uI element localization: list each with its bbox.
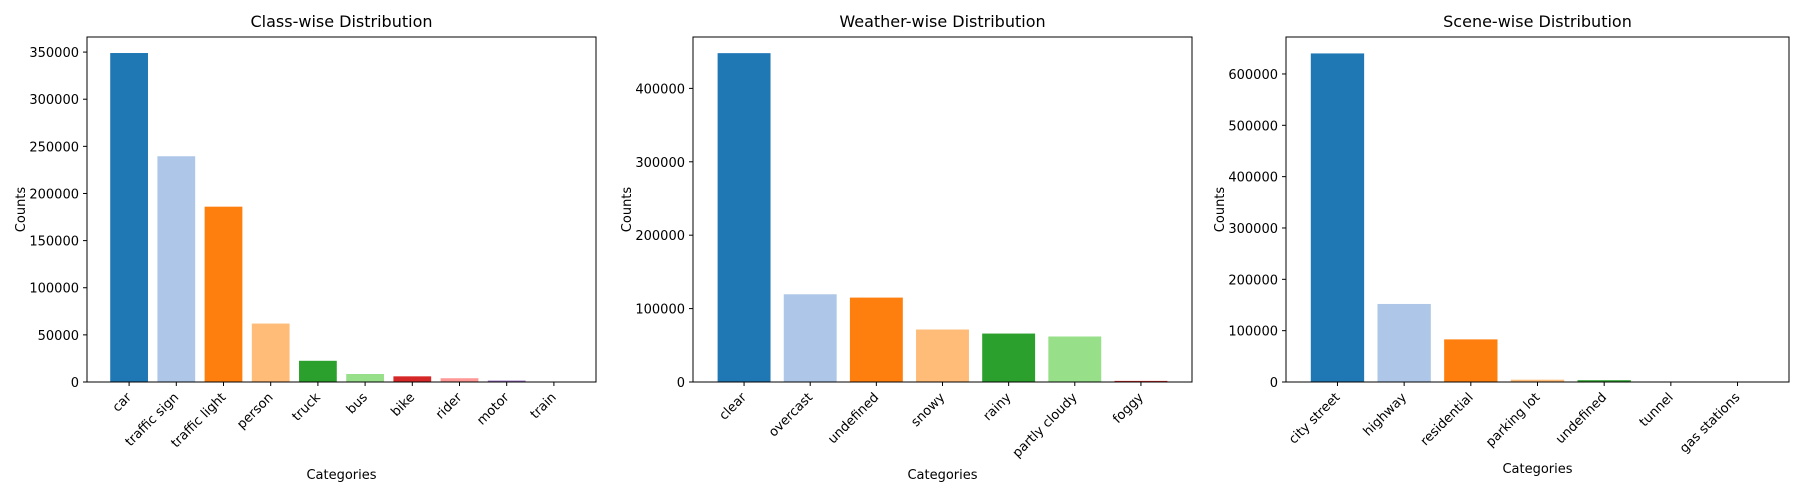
bar-undefined — [1577, 380, 1631, 382]
bar-traffic-light — [204, 206, 243, 382]
bar-city-street — [1310, 53, 1365, 383]
bar-partly-cloudy — [1048, 336, 1102, 382]
bar-residential — [1444, 339, 1498, 382]
bar-parking-lot — [1510, 379, 1565, 382]
y-tick-label: 0 — [71, 376, 79, 391]
bar-clear — [717, 53, 771, 383]
y-tick-label: 200000 — [635, 229, 685, 244]
y-tick-label: 500000 — [1228, 119, 1278, 134]
bar-car — [110, 53, 148, 383]
y-tick-label: 600000 — [1228, 68, 1278, 83]
chart-title: Scene-wise Distribution — [1443, 12, 1632, 31]
bar-traffic-sign — [157, 156, 196, 382]
chart-title: Class-wise Distribution — [250, 12, 432, 31]
y-tick-label: 200000 — [29, 187, 79, 202]
y-tick-label: 400000 — [1228, 171, 1278, 186]
y-tick-label: 300000 — [635, 156, 685, 171]
y-tick-label: 200000 — [1228, 273, 1278, 288]
y-tick-label: 400000 — [635, 82, 685, 97]
y-axis-label: Counts — [1213, 187, 1228, 233]
y-tick-label: 100000 — [1228, 325, 1278, 340]
y-tick-label: 150000 — [29, 235, 79, 250]
bar-person — [251, 323, 290, 382]
y-tick-label: 250000 — [29, 140, 79, 155]
bar-foggy — [1114, 380, 1168, 382]
bar-highway — [1377, 303, 1431, 382]
chart-title: Weather-wise Distribution — [839, 12, 1045, 31]
bar-undefined — [849, 297, 903, 382]
y-tick-label: 50000 — [38, 329, 79, 344]
x-axis-label: Categories — [306, 468, 376, 483]
y-tick-label: 300000 — [29, 93, 79, 108]
bar-overcast — [783, 294, 837, 382]
y-tick-label: 300000 — [1228, 222, 1278, 237]
y-axis-label: Counts — [14, 187, 29, 233]
bar-rainy — [982, 333, 1036, 382]
bar-snowy — [916, 329, 969, 382]
bar-bus — [346, 373, 384, 382]
x-axis-label: Categories — [1502, 462, 1572, 477]
y-tick-label: 0 — [1270, 376, 1278, 391]
plot-frame — [86, 36, 597, 383]
y-tick-label: 100000 — [29, 282, 79, 297]
y-tick-label: 100000 — [635, 303, 685, 318]
x-axis-label: Categories — [907, 468, 977, 483]
bar-bike — [393, 376, 432, 382]
y-tick-label: 0 — [677, 376, 685, 391]
y-axis-label: Counts — [620, 187, 635, 233]
bar-motor — [487, 380, 526, 382]
y-tick-label: 350000 — [29, 46, 79, 61]
bar-truck — [299, 360, 337, 382]
bar-rider — [440, 378, 479, 382]
